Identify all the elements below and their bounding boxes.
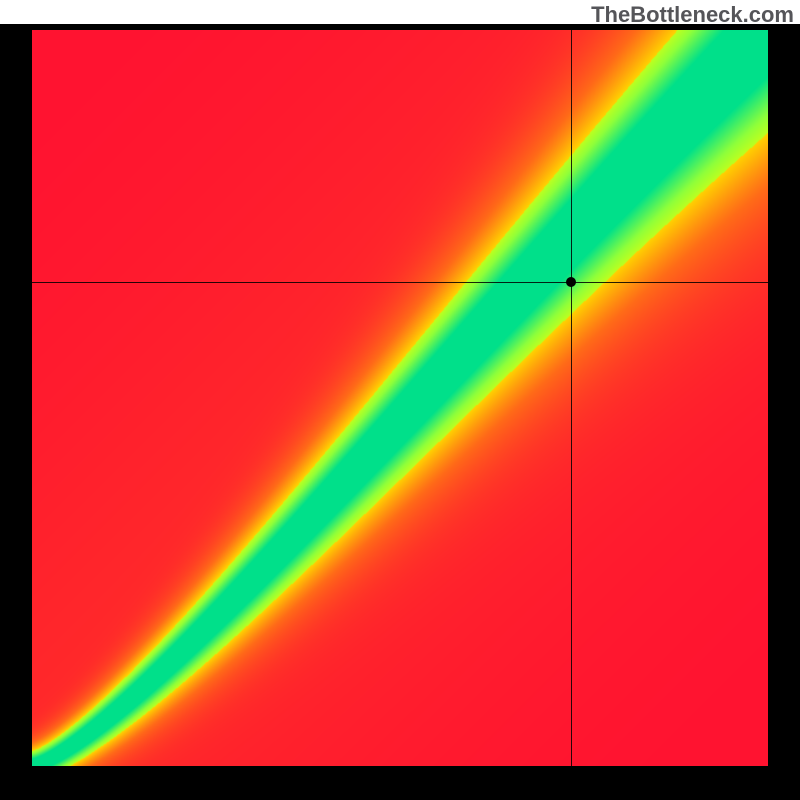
heatmap-canvas [32, 30, 768, 766]
chart-container: TheBottleneck.com [0, 0, 800, 800]
crosshair-vertical [571, 30, 572, 766]
chart-frame [0, 24, 800, 800]
crosshair-marker [566, 277, 576, 287]
watermark-text: TheBottleneck.com [591, 2, 794, 28]
crosshair-horizontal [32, 282, 768, 283]
